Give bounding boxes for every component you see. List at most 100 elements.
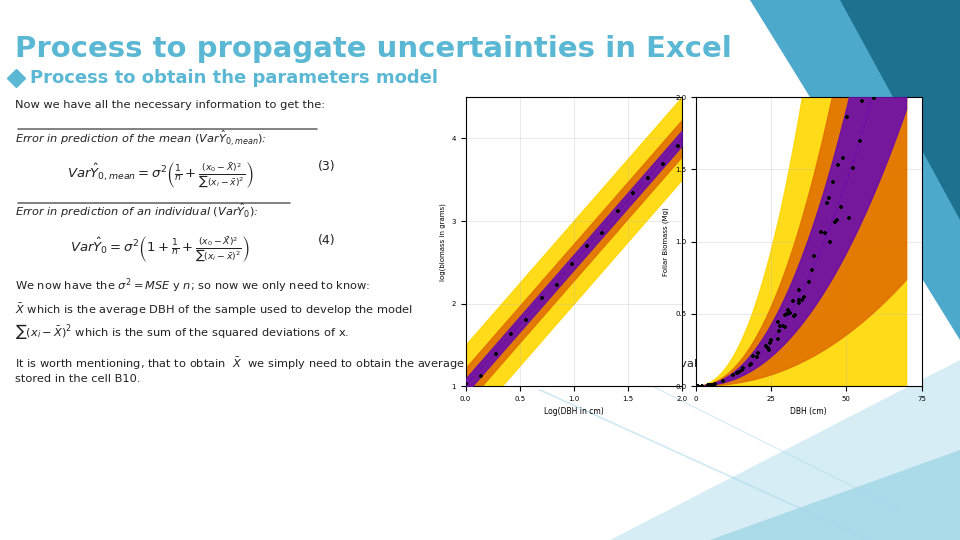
Point [829, 215, 845, 224]
Text: (4): (4) [318, 234, 336, 247]
Point [839, 113, 854, 122]
Point [792, 299, 807, 307]
Point [770, 318, 785, 326]
Point [730, 369, 745, 377]
Point [458, 380, 473, 388]
Point [813, 228, 828, 237]
Point [518, 315, 534, 324]
Point [580, 242, 595, 251]
Text: It is worth mentioning, that to obtain  $\bar{X}$  we simply need to obtain the : It is worth mentioning, that to obtain $… [15, 356, 725, 372]
Y-axis label: Foliar Biomass (Mg): Foliar Biomass (Mg) [663, 207, 669, 276]
Point [874, 47, 889, 56]
Point [772, 327, 787, 336]
Point [866, 94, 881, 103]
Text: (3): (3) [318, 160, 336, 173]
Point [825, 178, 840, 186]
Point [876, 69, 891, 77]
Point [781, 307, 797, 316]
Point [804, 266, 820, 274]
Point [770, 335, 785, 343]
Text: Error in prediction of the mean $(Var\hat{Y}_{0,mean})$:: Error in prediction of the mean $(Var\ha… [15, 128, 267, 147]
Point [791, 286, 806, 295]
Point [473, 372, 489, 380]
Text: Process to obtain the parameters model: Process to obtain the parameters model [30, 69, 438, 87]
Point [762, 339, 778, 347]
Text: We now have the $\sigma^2 = MSE$ y $n$; so now we only need to know:: We now have the $\sigma^2 = MSE$ y $n$; … [15, 276, 371, 295]
Point [778, 322, 793, 331]
Point [549, 281, 564, 289]
Point [875, 21, 890, 29]
Text: Process to propagate uncertainties in Excel: Process to propagate uncertainties in Ex… [15, 35, 732, 63]
X-axis label: Log(DBH in cm): Log(DBH in cm) [543, 407, 604, 416]
Point [773, 322, 788, 330]
Point [854, 97, 870, 105]
Point [796, 293, 811, 302]
Point [734, 366, 750, 374]
Point [833, 202, 849, 211]
Polygon shape [750, 0, 960, 340]
Point [817, 228, 832, 237]
Point [822, 194, 837, 202]
Point [743, 360, 758, 369]
Point [846, 164, 861, 172]
Point [742, 361, 757, 369]
Point [820, 199, 835, 208]
Point [866, 94, 881, 103]
Point [775, 321, 790, 330]
Point [779, 310, 794, 319]
Polygon shape [840, 0, 960, 220]
Text: Error in prediction of an individual $(Var\hat{Y}_0)$:: Error in prediction of an individual $(V… [15, 202, 258, 220]
Point [758, 341, 774, 350]
Point [695, 382, 710, 390]
Point [782, 309, 798, 318]
Point [828, 218, 843, 226]
Point [750, 352, 765, 361]
Point [877, 26, 893, 35]
Point [735, 364, 751, 373]
Point [801, 278, 816, 286]
Point [787, 311, 803, 320]
Point [625, 189, 640, 198]
Text: Now we have all the necessary information to get the:: Now we have all the necessary informatio… [15, 100, 325, 110]
Point [489, 349, 504, 358]
Point [835, 154, 851, 163]
Point [671, 141, 686, 150]
Point [725, 370, 740, 379]
Point [852, 136, 868, 145]
Point [787, 311, 803, 320]
Text: $Var\hat{Y}_{0,mean}= \sigma^2\left(\frac{1}{n}+\frac{(x_0-\bar{X})^2}{\sum(x_i-: $Var\hat{Y}_{0,mean}= \sigma^2\left(\fra… [67, 160, 253, 190]
Point [732, 368, 747, 376]
Point [791, 295, 806, 304]
Point [785, 297, 801, 306]
Point [610, 207, 625, 215]
Point [866, 83, 881, 92]
Text: $Var\hat{Y}_{0}= \sigma^2\left(1+\frac{1}{n}+\frac{(x_0-\bar{X})^2}{\sum(x_i-\ba: $Var\hat{Y}_{0}= \sigma^2\left(1+\frac{1… [70, 234, 250, 264]
Polygon shape [710, 450, 960, 540]
Point [794, 296, 809, 305]
Point [746, 352, 761, 360]
Point [708, 380, 723, 388]
Point [700, 381, 715, 389]
Text: $\sum(x_i - \bar{X})^2$ which is the sum of the squared deviations of x.: $\sum(x_i - \bar{X})^2$ which is the sum… [15, 322, 349, 341]
Point [778, 310, 793, 319]
Point [841, 213, 856, 222]
Y-axis label: log(biomass in grams): log(biomass in grams) [440, 202, 445, 281]
Point [823, 238, 838, 247]
Point [871, 78, 886, 87]
Point [761, 346, 777, 354]
Point [751, 348, 766, 357]
Point [806, 252, 822, 260]
Polygon shape [610, 360, 960, 540]
Point [656, 160, 671, 168]
Point [705, 380, 720, 389]
Point [640, 174, 656, 183]
Point [780, 306, 796, 314]
X-axis label: DBH (cm): DBH (cm) [790, 407, 828, 416]
Point [761, 343, 777, 352]
Point [715, 377, 731, 386]
Text: $\bar{X}$ which is the average DBH of the sample used to develop the model: $\bar{X}$ which is the average DBH of th… [15, 302, 413, 318]
Point [690, 382, 706, 390]
Point [764, 336, 780, 345]
Point [503, 330, 518, 339]
Point [879, 52, 895, 60]
